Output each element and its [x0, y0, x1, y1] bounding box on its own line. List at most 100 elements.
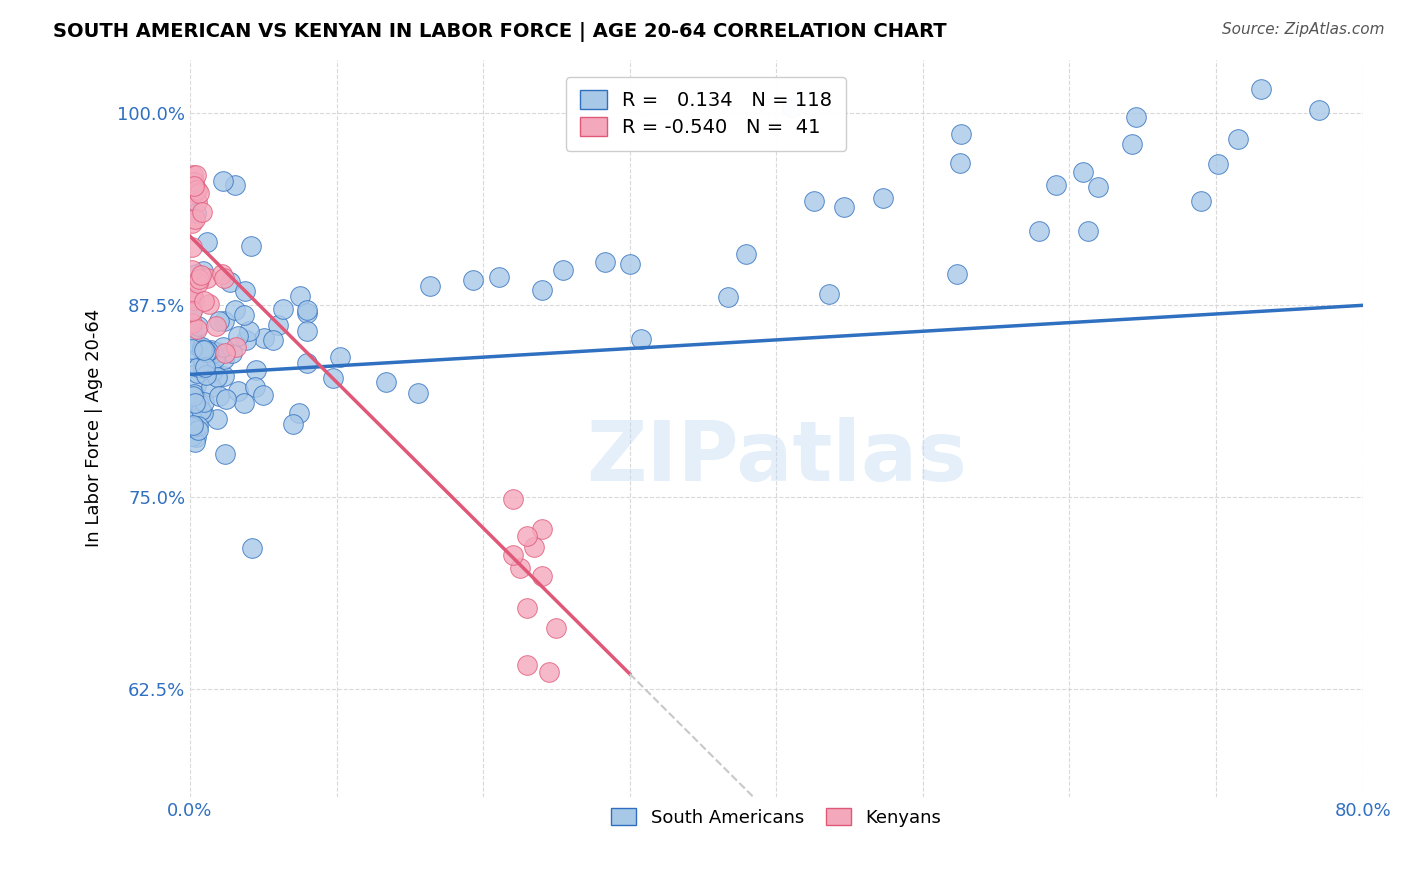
- Point: [281, 417, 304, 432]
- Point: [186, 322, 208, 336]
- Point: [197, 343, 219, 358]
- Point: [208, 389, 231, 403]
- Point: [212, 340, 235, 354]
- Point: [593, 255, 616, 269]
- Point: [186, 183, 208, 197]
- Point: [190, 340, 212, 354]
- Point: [630, 332, 652, 346]
- Point: [181, 168, 204, 182]
- Point: [195, 235, 218, 250]
- Point: [419, 278, 441, 293]
- Point: [205, 411, 228, 425]
- Point: [218, 275, 240, 289]
- Point: [187, 186, 209, 201]
- Point: [183, 176, 205, 190]
- Text: SOUTH AMERICAN VS KENYAN IN LABOR FORCE | AGE 20-64 CORRELATION CHART: SOUTH AMERICAN VS KENYAN IN LABOR FORCE …: [53, 22, 948, 42]
- Point: [183, 293, 205, 307]
- Point: [1077, 224, 1099, 238]
- Point: [818, 287, 841, 301]
- Point: [516, 528, 538, 542]
- Point: [949, 156, 972, 170]
- Point: [1028, 224, 1050, 238]
- Point: [516, 658, 538, 673]
- Point: [195, 368, 218, 383]
- Point: [187, 359, 209, 374]
- Point: [190, 268, 212, 283]
- Point: [194, 360, 217, 375]
- Point: [233, 308, 256, 322]
- Point: [225, 340, 247, 354]
- Point: [1308, 103, 1330, 118]
- Point: [215, 392, 238, 407]
- Point: [224, 303, 246, 318]
- Point: [188, 272, 211, 286]
- Point: [181, 343, 204, 357]
- Point: [872, 191, 894, 205]
- Point: [205, 370, 228, 384]
- Y-axis label: In Labor Force | Age 20-64: In Labor Force | Age 20-64: [86, 309, 103, 548]
- Point: [619, 257, 641, 271]
- Point: [1045, 178, 1067, 192]
- Point: [195, 351, 218, 366]
- Point: [180, 322, 202, 336]
- Point: [214, 314, 236, 328]
- Point: [193, 264, 215, 278]
- Point: [406, 386, 429, 401]
- Point: [204, 351, 226, 366]
- Point: [198, 296, 221, 310]
- Point: [946, 267, 969, 281]
- Point: [184, 434, 207, 449]
- Point: [516, 601, 538, 615]
- Point: [546, 621, 568, 635]
- Legend: South Americans, Kenyans: South Americans, Kenyans: [602, 799, 950, 836]
- Point: [184, 168, 207, 182]
- Point: [181, 290, 204, 304]
- Point: [252, 388, 274, 402]
- Point: [502, 549, 524, 563]
- Point: [212, 352, 235, 367]
- Point: [195, 271, 218, 285]
- Point: [183, 186, 205, 201]
- Point: [193, 406, 215, 420]
- Point: [193, 342, 215, 356]
- Point: [253, 331, 276, 345]
- Point: [735, 247, 758, 261]
- Point: [200, 343, 222, 357]
- Point: [183, 386, 205, 401]
- Point: [183, 179, 205, 194]
- Point: [551, 262, 574, 277]
- Point: [461, 273, 484, 287]
- Point: [180, 316, 202, 330]
- Point: [530, 522, 553, 536]
- Point: [184, 267, 207, 281]
- Point: [187, 397, 209, 411]
- Point: [191, 360, 214, 375]
- Point: [297, 356, 319, 370]
- Point: [183, 420, 205, 434]
- Point: [211, 267, 233, 281]
- Point: [187, 276, 209, 290]
- Point: [212, 174, 235, 188]
- Point: [214, 346, 236, 360]
- Point: [233, 284, 256, 298]
- Point: [502, 491, 524, 506]
- Point: [226, 384, 249, 399]
- Point: [186, 338, 208, 352]
- Point: [226, 329, 249, 343]
- Point: [180, 263, 202, 277]
- Point: [181, 417, 204, 432]
- Point: [509, 561, 531, 575]
- Point: [180, 411, 202, 425]
- Point: [186, 195, 208, 210]
- Point: [322, 371, 344, 385]
- Point: [193, 294, 215, 309]
- Point: [950, 127, 973, 141]
- Point: [214, 447, 236, 461]
- Point: [1071, 165, 1094, 179]
- Point: [1250, 82, 1272, 96]
- Point: [180, 240, 202, 254]
- Point: [183, 396, 205, 410]
- Point: [531, 283, 554, 297]
- Point: [523, 540, 546, 554]
- Point: [1125, 110, 1147, 124]
